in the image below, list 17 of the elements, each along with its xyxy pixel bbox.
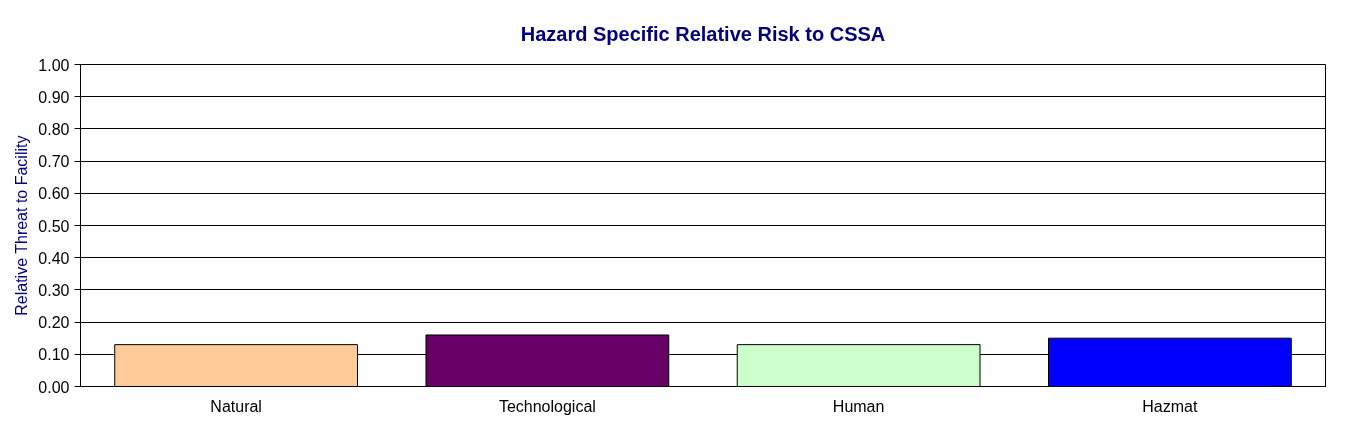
chart-title: Hazard Specific Relative Risk to CSSA	[520, 22, 886, 45]
y-tick-label: 0.00	[38, 378, 70, 396]
y-tick-label: 0.10	[38, 346, 70, 364]
y-tick-label: 0.60	[38, 185, 70, 203]
y-tick-label: 1.00	[38, 56, 70, 74]
y-axis-title: Relative Threat to Facility	[13, 135, 31, 316]
x-tick-label: Technological	[498, 397, 596, 415]
y-tick-label: 0.50	[38, 217, 70, 235]
y-tick-label: 0.40	[38, 249, 70, 267]
x-tick-label: Human	[832, 397, 885, 415]
y-tick-label: 0.20	[38, 314, 70, 332]
y-tick-label: 0.70	[38, 153, 70, 171]
x-tick-label: Hazmat	[1142, 397, 1198, 415]
y-tick-label: 0.30	[38, 281, 70, 299]
y-tick-label: 0.90	[38, 88, 70, 106]
y-tick-label: 0.80	[38, 120, 70, 138]
x-tick-label: Natural	[210, 397, 262, 415]
